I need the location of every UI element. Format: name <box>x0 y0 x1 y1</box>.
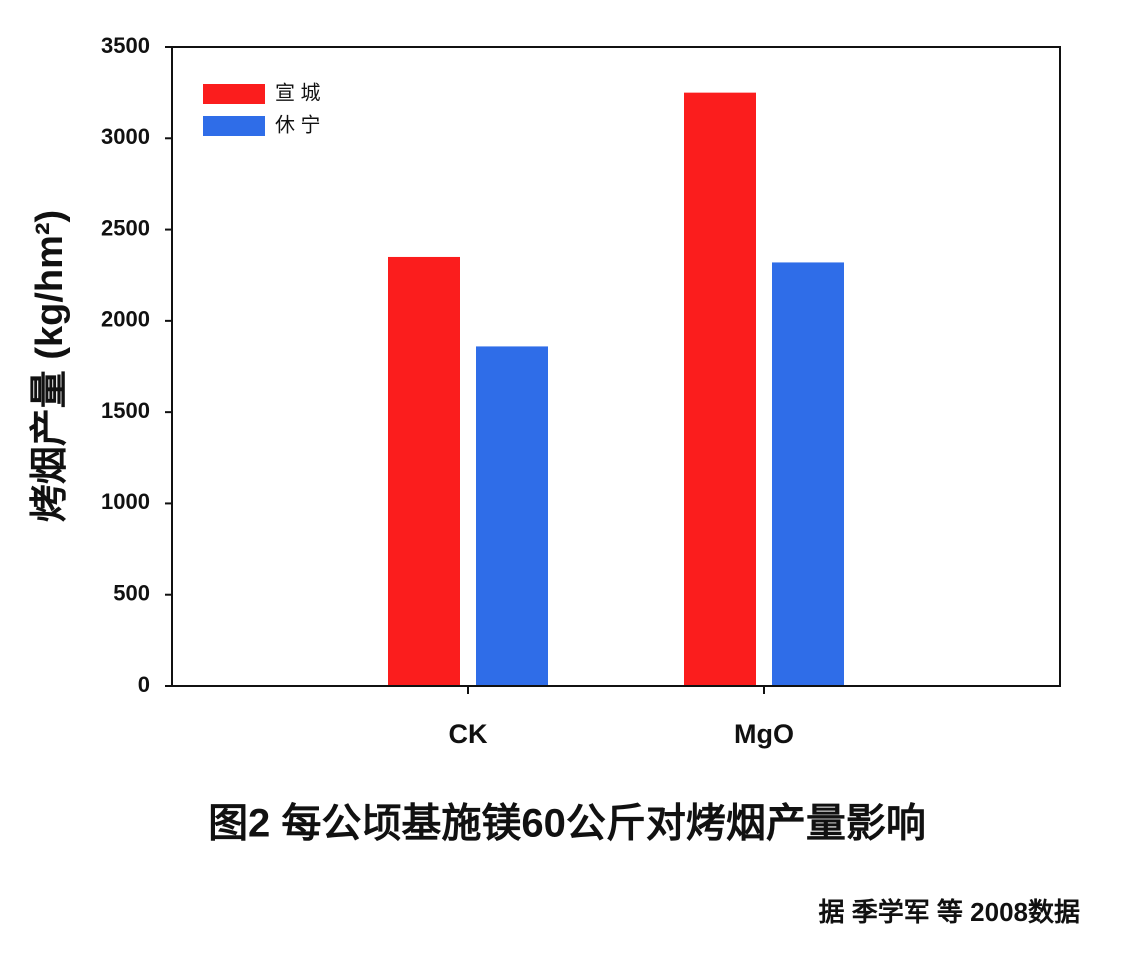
y-tick-label: 3000 <box>101 124 150 149</box>
source: 据 季学军 等 2008数据 <box>818 897 1080 927</box>
y-axis-label: 烤烟产量 (kg/hm²) <box>29 210 71 522</box>
legend-label: 休 宁 <box>275 113 321 136</box>
legend-swatch <box>203 84 265 104</box>
bar <box>388 256 460 686</box>
legend-label: 宣 城 <box>275 81 321 104</box>
y-tick-label: 2000 <box>101 307 150 332</box>
x-tick-label: MgO <box>734 719 794 749</box>
y-tick-label: 0 <box>138 672 150 697</box>
bar <box>684 92 756 686</box>
y-tick-label: 1000 <box>101 489 150 514</box>
y-tick-label: 2500 <box>101 215 150 240</box>
bar <box>476 346 548 686</box>
y-tick-label: 3500 <box>101 33 150 58</box>
bar <box>772 262 844 686</box>
y-tick-label: 1500 <box>101 398 150 423</box>
legend-swatch <box>203 116 265 136</box>
y-tick-label: 500 <box>113 581 150 606</box>
plot-frame <box>171 46 1061 687</box>
caption: 图2 每公顷基施镁60公斤对烤烟产量影响 <box>208 802 926 846</box>
x-tick-label: CK <box>449 719 488 749</box>
